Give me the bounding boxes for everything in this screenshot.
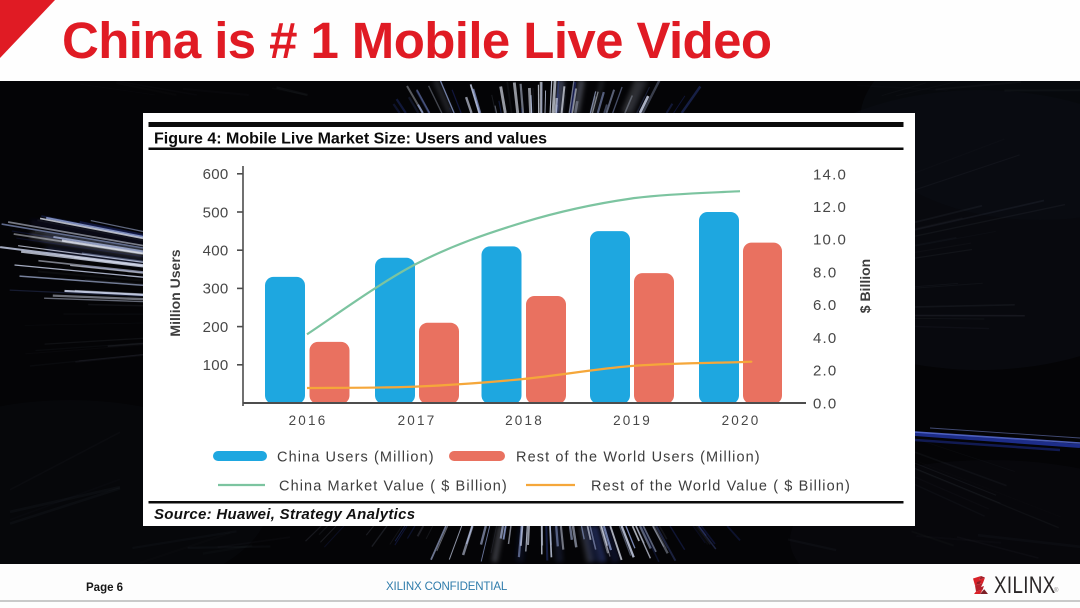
svg-text:Million Users: Million Users [167, 249, 183, 336]
svg-text:2016: 2016 [289, 413, 328, 428]
svg-text:Source: Huawei, Strategy Analy: Source: Huawei, Strategy Analytics [154, 506, 415, 523]
svg-text:300: 300 [203, 281, 229, 298]
svg-text:500: 500 [203, 204, 229, 221]
svg-text:6.0: 6.0 [813, 297, 837, 314]
svg-text:12.0: 12.0 [813, 199, 847, 216]
svg-text:4.0: 4.0 [813, 330, 837, 347]
svg-text:China Market Value ( $ Billion: China Market Value ( $ Billion) [279, 479, 508, 495]
svg-text:8.0: 8.0 [813, 264, 837, 281]
svg-text:2019: 2019 [613, 413, 652, 428]
svg-text:200: 200 [203, 319, 229, 336]
svg-text:Rest of the World Users (Milli: Rest of the World Users (Million) [516, 450, 761, 466]
svg-text:China Users (Million): China Users (Million) [277, 450, 435, 466]
svg-text:Figure 4: Mobile Live Market S: Figure 4: Mobile Live Market Size: Users… [154, 131, 547, 148]
svg-text:600: 600 [203, 166, 229, 183]
svg-text:0.0: 0.0 [813, 395, 837, 412]
svg-text:10.0: 10.0 [813, 232, 847, 249]
svg-text:14.0: 14.0 [813, 166, 847, 183]
svg-text:400: 400 [203, 243, 229, 260]
svg-text:2020: 2020 [722, 413, 761, 428]
svg-text:100: 100 [203, 357, 229, 374]
svg-text:Rest of the World Value ( $ Bi: Rest of the World Value ( $ Billion) [591, 479, 851, 495]
svg-text:$ Billion: $ Billion [857, 259, 873, 313]
svg-text:2018: 2018 [505, 413, 544, 428]
svg-text:2017: 2017 [398, 413, 437, 428]
svg-text:2.0: 2.0 [813, 363, 837, 380]
